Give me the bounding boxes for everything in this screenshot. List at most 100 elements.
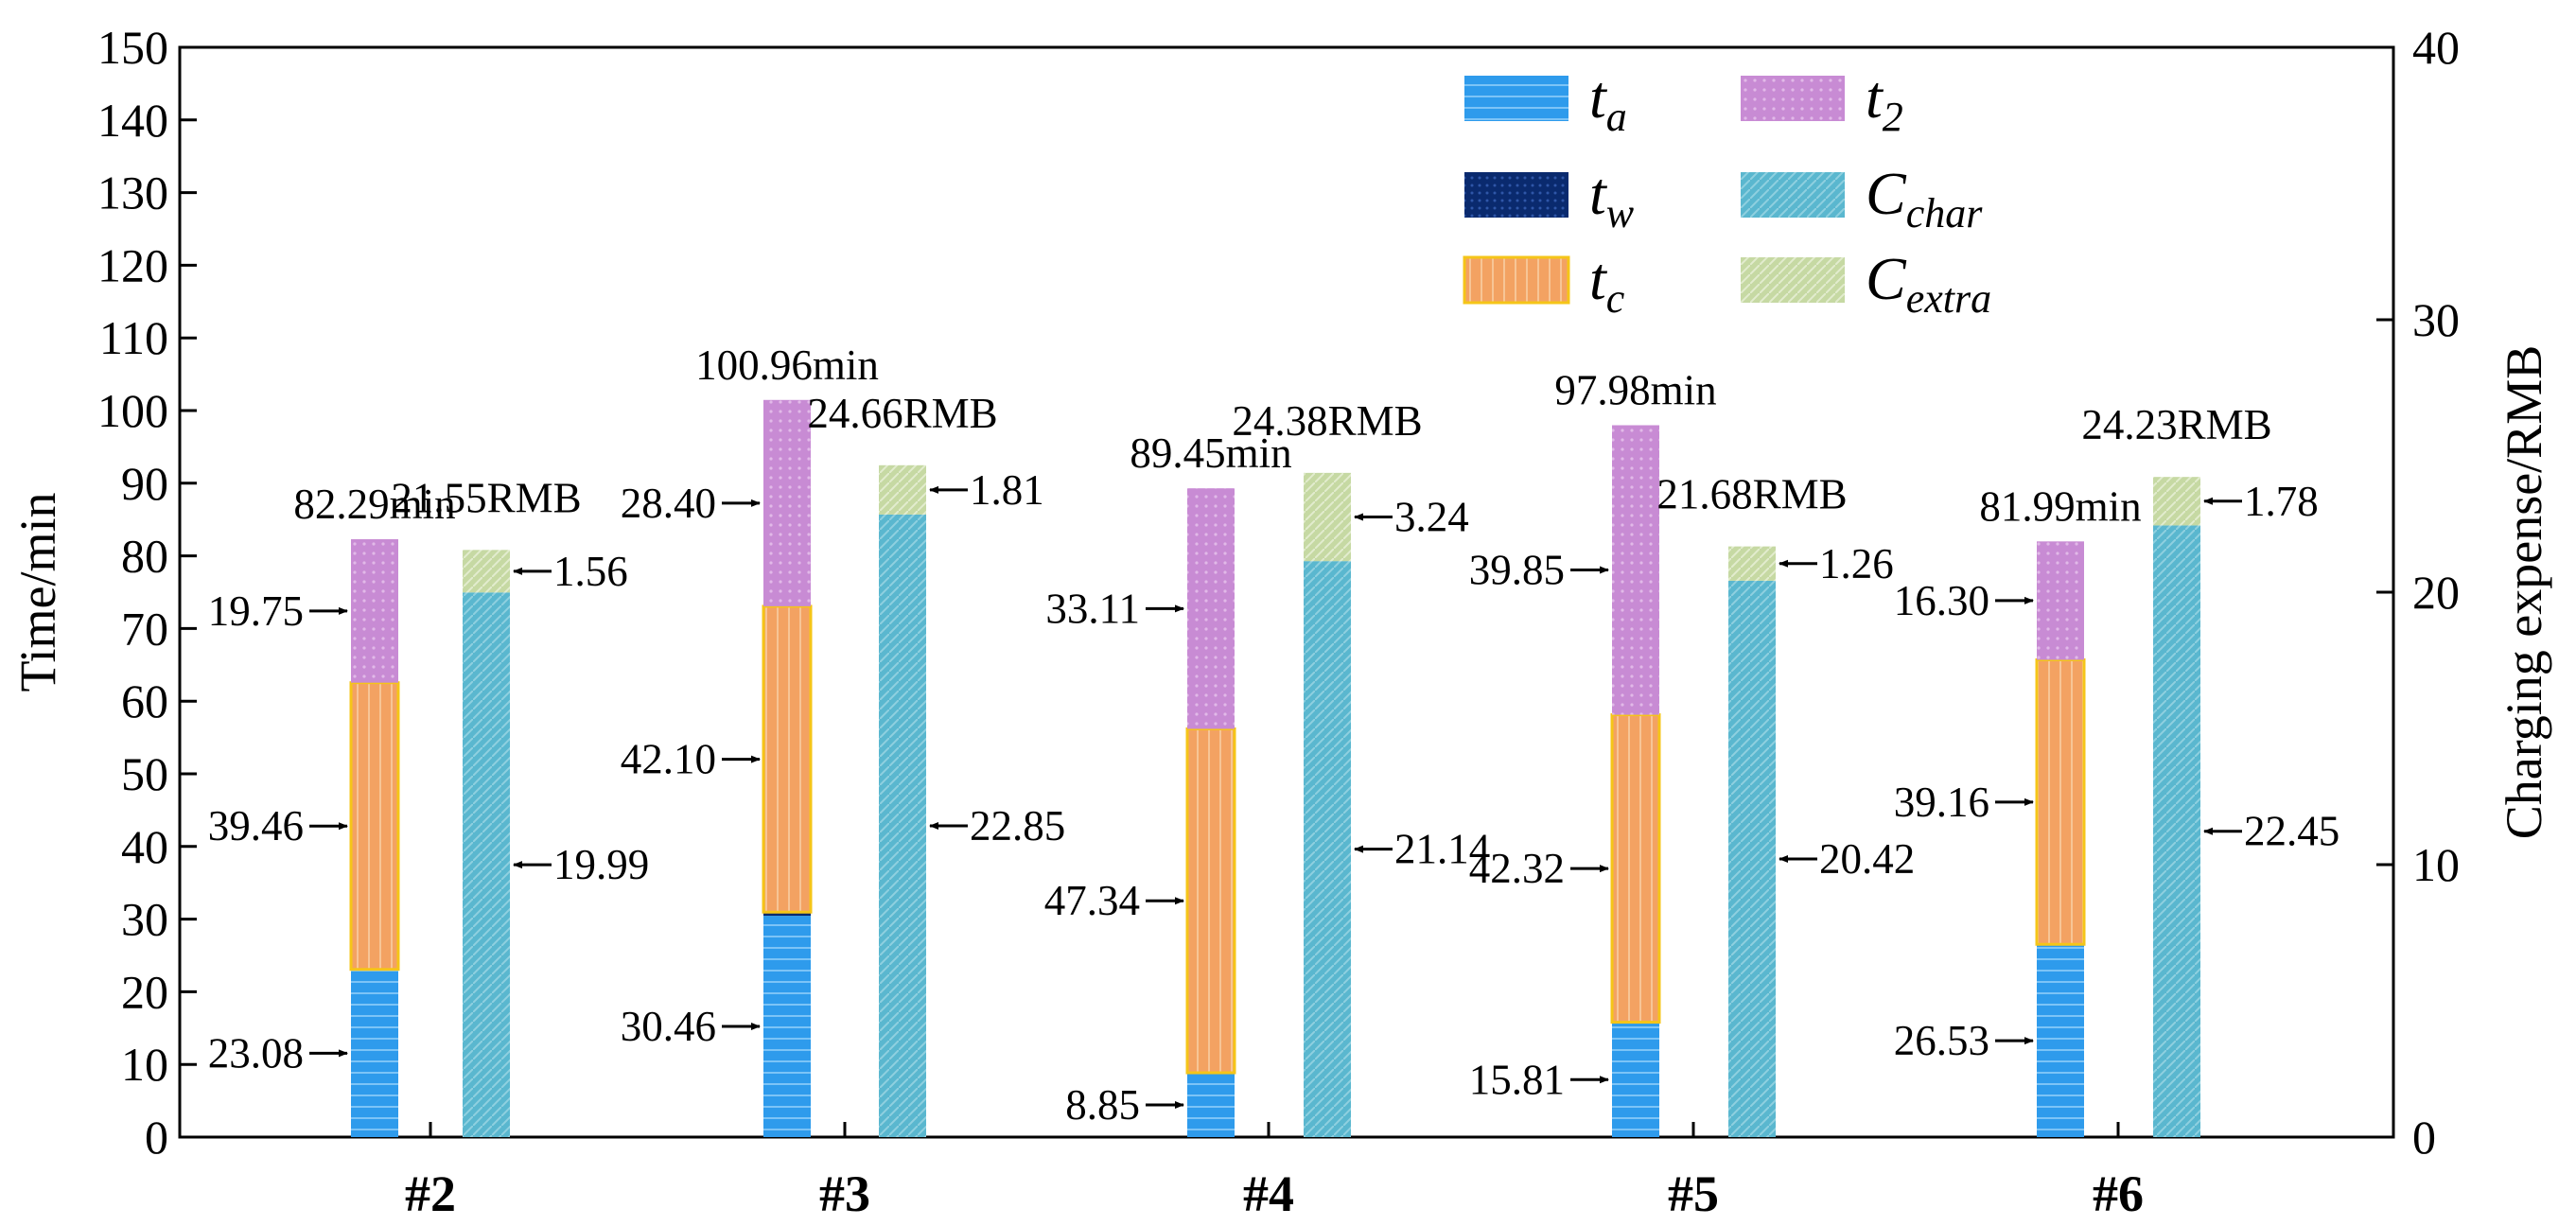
y-tick-label: 70 bbox=[121, 602, 168, 655]
time-total-label: 100.96min bbox=[695, 342, 879, 389]
y-axis-left: 0 10 20 30 40 50 60 70 80 90 100 110 120 130 140 150 bbox=[97, 21, 197, 1164]
label-cextra: 1.81 bbox=[970, 466, 1044, 514]
label-t2: 16.30 bbox=[1894, 577, 1989, 624]
y-tick-label: 130 bbox=[97, 166, 168, 219]
bar-tc-3 bbox=[763, 606, 811, 912]
label-cchar: 22.85 bbox=[970, 802, 1065, 849]
legend-label-cchar: Cchar bbox=[1866, 160, 1983, 236]
y2-axis-title: Charging expense/RMB bbox=[2496, 345, 2552, 839]
legend-sub: a bbox=[1606, 94, 1627, 140]
label-t2: 28.40 bbox=[621, 480, 716, 527]
bar-tc-4 bbox=[1187, 728, 1235, 1073]
label-cextra: 1.26 bbox=[1819, 540, 1894, 587]
legend-swatch-cchar bbox=[1741, 172, 1845, 218]
label-tc: 39.16 bbox=[1894, 779, 1989, 826]
legend-label-tc: tc bbox=[1589, 245, 1625, 322]
x-tick-label: #4 bbox=[1243, 1165, 1294, 1222]
bar-tc-2 bbox=[351, 683, 398, 970]
bar-ta-6 bbox=[2037, 944, 2084, 1137]
bar-cchar-2 bbox=[463, 592, 510, 1137]
legend-label-tw: tw bbox=[1589, 160, 1635, 236]
bar-cextra-4 bbox=[1304, 473, 1351, 561]
legend-swatch-tw bbox=[1464, 172, 1568, 218]
y2-tick-label: 10 bbox=[2412, 838, 2460, 891]
label-ta: 8.85 bbox=[1065, 1081, 1140, 1129]
bar-ta-2 bbox=[351, 970, 398, 1137]
x-tick-label: #5 bbox=[1668, 1165, 1719, 1222]
cost-total-label: 24.38RMB bbox=[1232, 397, 1422, 445]
bar-cchar-3 bbox=[879, 515, 926, 1137]
label-t2: 33.11 bbox=[1045, 585, 1140, 632]
bar-t2-5 bbox=[1612, 426, 1659, 715]
label-t2: 19.75 bbox=[208, 587, 304, 635]
y-axis-right: 0 10 20 30 40 bbox=[2376, 21, 2460, 1164]
bar-tc-5 bbox=[1612, 715, 1659, 1023]
y-tick-label: 90 bbox=[121, 457, 168, 510]
bar-cchar-5 bbox=[1728, 581, 1776, 1137]
legend-sub: w bbox=[1606, 190, 1635, 236]
bar-t2-2 bbox=[351, 539, 398, 683]
y-tick-label: 40 bbox=[121, 820, 168, 873]
bar-ta-5 bbox=[1612, 1023, 1659, 1137]
bar-cextra-3 bbox=[879, 465, 926, 515]
bar-ta-4 bbox=[1187, 1073, 1235, 1137]
bar-cextra-5 bbox=[1728, 547, 1776, 581]
stacked-bar-chart: 0102030405060708090100110120130140150 01… bbox=[0, 0, 2576, 1226]
y-tick-label: 10 bbox=[121, 1038, 168, 1091]
y-tick-label: 150 bbox=[97, 21, 168, 74]
y2-tick-label: 0 bbox=[2412, 1111, 2436, 1164]
legend-swatch-cextra bbox=[1741, 257, 1845, 303]
cost-total-label: 24.23RMB bbox=[2081, 401, 2271, 448]
y-tick-label: 120 bbox=[97, 238, 168, 291]
time-total-label: 81.99min bbox=[1979, 482, 2141, 530]
legend-swatch-t2 bbox=[1741, 76, 1845, 121]
legend-sub: char bbox=[1906, 190, 1984, 236]
bar-cchar-6 bbox=[2153, 525, 2200, 1137]
legend-sub: 2 bbox=[1883, 94, 1903, 140]
cost-total-label: 21.55RMB bbox=[391, 474, 581, 521]
y-axis-title: Time/min bbox=[9, 492, 66, 692]
bar-ta-3 bbox=[763, 916, 811, 1137]
y2-tick-label: 40 bbox=[2412, 21, 2460, 74]
label-ta: 15.81 bbox=[1469, 1056, 1565, 1103]
legend-swatch-tc bbox=[1464, 257, 1568, 303]
y-tick-label: 20 bbox=[121, 965, 168, 1018]
y-tick-label: 60 bbox=[121, 674, 168, 727]
x-tick-label: #2 bbox=[405, 1165, 456, 1222]
bar-t2-3 bbox=[763, 400, 811, 606]
label-cchar: 21.14 bbox=[1394, 826, 1490, 873]
y-tick-label: 100 bbox=[97, 384, 168, 437]
bar-t2-6 bbox=[2037, 541, 2084, 659]
y2-tick-label: 20 bbox=[2412, 566, 2460, 619]
legend-sub: c bbox=[1606, 275, 1625, 322]
label-cchar: 19.99 bbox=[553, 841, 649, 888]
label-cextra: 3.24 bbox=[1394, 494, 1469, 541]
label-ta: 26.53 bbox=[1894, 1017, 1989, 1064]
legend-label-ta: ta bbox=[1589, 63, 1627, 140]
label-cchar: 22.45 bbox=[2244, 808, 2339, 855]
legend-sub: extra bbox=[1906, 275, 1991, 322]
label-cextra: 1.56 bbox=[553, 548, 628, 595]
label-cchar: 20.42 bbox=[1819, 835, 1915, 883]
legend-base: C bbox=[1866, 245, 1907, 312]
bar-tc-6 bbox=[2037, 660, 2084, 945]
y-tick-label: 140 bbox=[97, 94, 168, 147]
y-tick-label: 80 bbox=[121, 530, 168, 583]
label-ta: 23.08 bbox=[208, 1029, 304, 1077]
label-cextra: 1.78 bbox=[2244, 478, 2319, 525]
cost-total-label: 24.66RMB bbox=[807, 390, 997, 437]
label-t2: 39.85 bbox=[1469, 547, 1565, 594]
x-tick-label: #6 bbox=[2093, 1165, 2144, 1222]
bar-t2-4 bbox=[1187, 488, 1235, 728]
y-tick-label: 50 bbox=[121, 747, 168, 800]
legend-swatch-ta bbox=[1464, 76, 1568, 121]
time-total-label: 97.98min bbox=[1554, 367, 1716, 414]
y-tick-label: 30 bbox=[121, 893, 168, 946]
bar-cextra-2 bbox=[463, 550, 510, 592]
label-tc: 47.34 bbox=[1044, 877, 1140, 924]
legend-label-t2: t2 bbox=[1866, 63, 1903, 140]
legend-base: C bbox=[1866, 160, 1907, 227]
bar-cextra-6 bbox=[2153, 477, 2200, 525]
bar-cchar-4 bbox=[1304, 561, 1351, 1137]
